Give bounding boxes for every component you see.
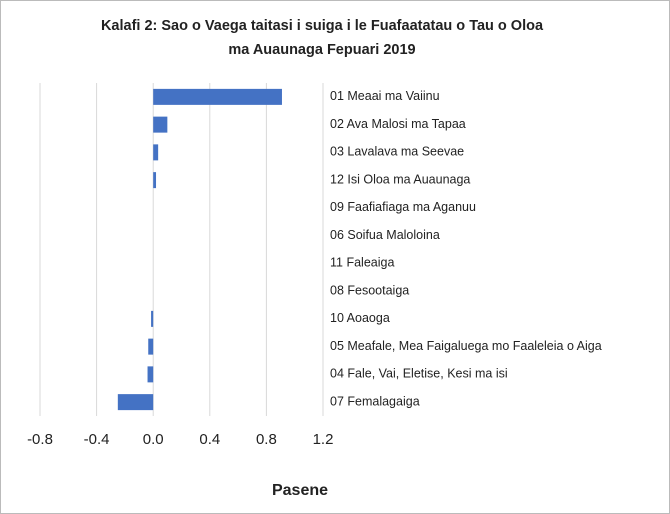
category-label: 05 Meafale, Mea Faigaluega mo Faaleleia … [330,339,602,353]
bar [148,338,154,355]
category-label: 01 Meaai ma Vaiinu [330,89,440,103]
x-tick-label: -0.8 [27,431,53,448]
category-label: 04 Fale, Vai, Eletise, Kesi ma isi [330,367,508,381]
bar [153,144,159,161]
x-axis-label: Pasene [272,482,328,499]
category-label: 11 Faleaiga [330,256,394,270]
bar [151,310,154,327]
bar [153,172,157,189]
category-label: 08 Fesootaiga [330,283,409,297]
chart-title: ma Auaunaga Fepuari 2019 [228,42,415,58]
category-label: 06 Soifua Maloloina [330,228,440,242]
category-label: 10 Aoaoga [330,311,390,325]
x-tick-label: 0.0 [143,431,164,448]
bar [153,116,168,133]
x-tick-label: 1.2 [313,431,334,448]
x-tick-label: 0.4 [199,431,220,448]
x-tick-label: -0.4 [84,431,110,448]
category-label: 07 Femalagaiga [330,394,420,408]
category-label: 02 Ava Malosi ma Tapaa [330,117,466,131]
category-label: 03 Lavalava ma Seevae [330,145,464,159]
category-label: 12 Isi Oloa ma Auaunaga [330,172,470,186]
bar [147,366,154,383]
bar [117,394,154,411]
bar [153,88,282,105]
x-tick-label: 0.8 [256,431,277,448]
chart-title: Kalafi 2: Sao o Vaega taitasi i suiga i … [101,18,544,34]
category-label: 09 Faafiafiaga ma Aganuu [330,200,476,214]
